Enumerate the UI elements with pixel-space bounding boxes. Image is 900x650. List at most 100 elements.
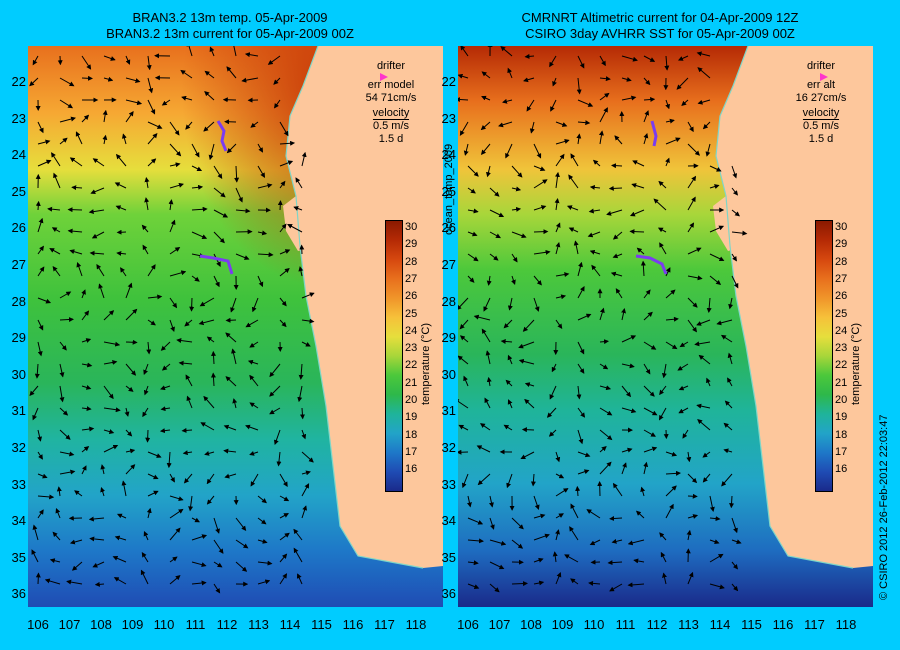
current-vector (225, 376, 237, 387)
right-legend-err-value: 16 27cm/s (795, 92, 847, 104)
current-vector (687, 571, 694, 585)
current-vector (665, 470, 681, 476)
left-legend-velocity: velocity (372, 107, 410, 119)
right-colorbar-tick: 28 (835, 255, 848, 268)
current-vector (643, 446, 658, 453)
current-vector (293, 206, 303, 211)
current-vector (599, 429, 613, 441)
current-vector (121, 480, 127, 497)
left-drifter-track-2 (199, 254, 234, 275)
current-vector (467, 517, 484, 525)
current-vector (523, 77, 535, 83)
current-vector (555, 121, 568, 127)
current-vector (103, 429, 115, 434)
right-legend-duration: 1.5 d (808, 133, 834, 145)
current-vector (554, 198, 560, 211)
current-vector (643, 311, 653, 321)
current-vector (293, 547, 303, 563)
left-land (286, 46, 443, 568)
right-lon-tick: 112 (646, 617, 668, 632)
current-vector (621, 55, 638, 62)
right-legend-speed: 0.5 m/s (802, 120, 840, 132)
current-vector (459, 335, 469, 343)
current-vector (731, 583, 739, 592)
current-vector (67, 207, 83, 213)
current-vector (533, 557, 544, 563)
current-vector (59, 469, 76, 475)
current-vector (677, 55, 689, 61)
current-vector (524, 382, 535, 388)
current-vector (146, 341, 152, 355)
current-vector (125, 448, 136, 454)
right-colorbar-tick: 22 (835, 359, 848, 372)
left-lon-tick: 110 (153, 617, 175, 632)
current-vector (59, 341, 67, 351)
right-lat-tick: 31 (441, 403, 456, 419)
current-vector (298, 363, 304, 380)
current-vector (147, 121, 163, 129)
current-vector (293, 528, 303, 541)
current-vector (125, 464, 136, 475)
current-vector (66, 579, 83, 585)
current-vector (681, 99, 689, 106)
current-vector (676, 77, 689, 90)
current-vector (682, 429, 689, 439)
current-vector (481, 71, 491, 79)
current-vector (244, 52, 259, 58)
current-vector (687, 222, 695, 233)
right-lon-tick: 110 (583, 617, 605, 632)
current-vector (52, 265, 61, 277)
current-vector (555, 153, 565, 167)
current-vector (687, 247, 702, 255)
current-vector (147, 451, 162, 458)
left-colorbar-tick: 21 (405, 376, 418, 389)
current-vector (533, 249, 551, 255)
left-lat-tick: 30 (11, 366, 26, 382)
current-vector (249, 450, 259, 456)
current-vector (694, 341, 711, 347)
current-vector (467, 165, 479, 177)
current-vector (555, 294, 567, 300)
current-vector (273, 429, 281, 446)
current-vector (235, 187, 243, 203)
current-vector (204, 70, 215, 79)
current-vector (696, 403, 711, 409)
current-vector (659, 532, 667, 541)
current-vector (169, 297, 178, 309)
current-vector (257, 560, 273, 566)
current-vector (709, 539, 720, 545)
current-vector (489, 517, 495, 530)
right-drifter-track-1 (650, 120, 658, 147)
current-vector (533, 165, 546, 172)
current-vector (191, 580, 207, 586)
current-vector (211, 350, 217, 365)
current-vector (587, 231, 601, 238)
current-vector (168, 199, 174, 211)
current-vector (251, 297, 259, 313)
current-vector (125, 339, 138, 345)
right-lat-tick: 35 (441, 549, 456, 565)
left-lon-tick: 111 (185, 617, 206, 632)
current-vector (31, 549, 39, 563)
current-vector (566, 205, 579, 211)
current-vector (141, 224, 149, 233)
current-vector (518, 341, 535, 349)
current-vector (621, 95, 637, 101)
current-vector (276, 451, 282, 467)
current-vector (727, 352, 733, 365)
current-vector (204, 451, 215, 456)
current-vector (279, 160, 294, 167)
current-vector (614, 135, 623, 145)
current-vector (731, 253, 737, 262)
current-vector (210, 372, 216, 387)
current-vector (665, 157, 670, 167)
current-vector (524, 398, 535, 409)
current-vector (44, 578, 61, 585)
current-vector (180, 69, 193, 79)
current-vector (505, 379, 513, 387)
current-vector (486, 376, 492, 387)
current-vector (279, 267, 290, 277)
current-vector (481, 95, 491, 101)
current-vector (723, 422, 733, 431)
current-vector (687, 514, 699, 519)
